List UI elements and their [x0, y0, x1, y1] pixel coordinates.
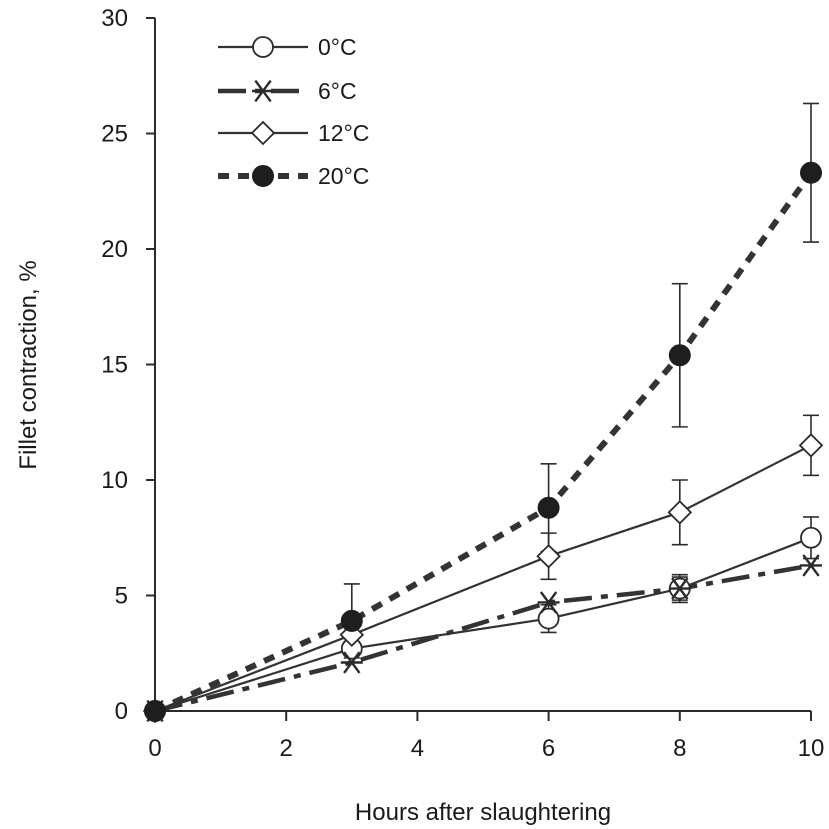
y-tick-label: 30 [101, 5, 128, 32]
x-tick-label: 10 [798, 735, 825, 762]
x-tick-label: 4 [411, 735, 424, 762]
data-point [536, 543, 561, 569]
series-line-3 [153, 171, 814, 714]
data-point [537, 591, 560, 614]
legend: 0°C 6°C 12°C 20°C [218, 34, 369, 189]
data-point [537, 607, 560, 630]
x-tick-label: 8 [673, 735, 686, 762]
series-line-2 [154, 444, 812, 713]
data-point [668, 344, 691, 367]
y-tick-label: 25 [101, 121, 128, 148]
data-point [800, 526, 822, 549]
data-point [798, 433, 824, 458]
series-line-1 [154, 563, 812, 714]
legend-marker [252, 165, 274, 187]
y-tick-label: 0 [115, 698, 128, 725]
data-point [537, 496, 560, 519]
y-tick-label: 10 [101, 467, 128, 494]
legend-marker [250, 120, 276, 146]
legend-label: 0°C [318, 34, 357, 60]
legend-marker [252, 36, 274, 58]
data-point [340, 609, 363, 632]
y-tick-label: 20 [101, 236, 128, 263]
y-tick-label: 5 [115, 583, 128, 610]
y-axis-label: Fillet contraction, % [15, 260, 42, 469]
legend-label: 12°C [318, 120, 369, 146]
data-point [668, 577, 691, 600]
x-axis-label: Hours after slaughtering [355, 799, 611, 826]
x-tick-label: 2 [280, 735, 293, 762]
data-point [144, 700, 166, 722]
x-tick-label: 0 [148, 735, 161, 762]
legend-marker [252, 79, 274, 103]
series-markers [142, 161, 824, 724]
data-point [800, 554, 822, 577]
data-point [800, 161, 822, 184]
series-lines [153, 171, 814, 714]
y-tick-label: 15 [101, 352, 128, 379]
x-tick-label: 6 [542, 735, 555, 762]
legend-label: 20°C [318, 163, 369, 189]
data-point [340, 651, 363, 674]
axes: 0 5 10 15 20 25 30 0 2 4 6 8 10 [101, 5, 824, 762]
legend-label: 6°C [318, 78, 357, 104]
data-point [667, 500, 693, 525]
